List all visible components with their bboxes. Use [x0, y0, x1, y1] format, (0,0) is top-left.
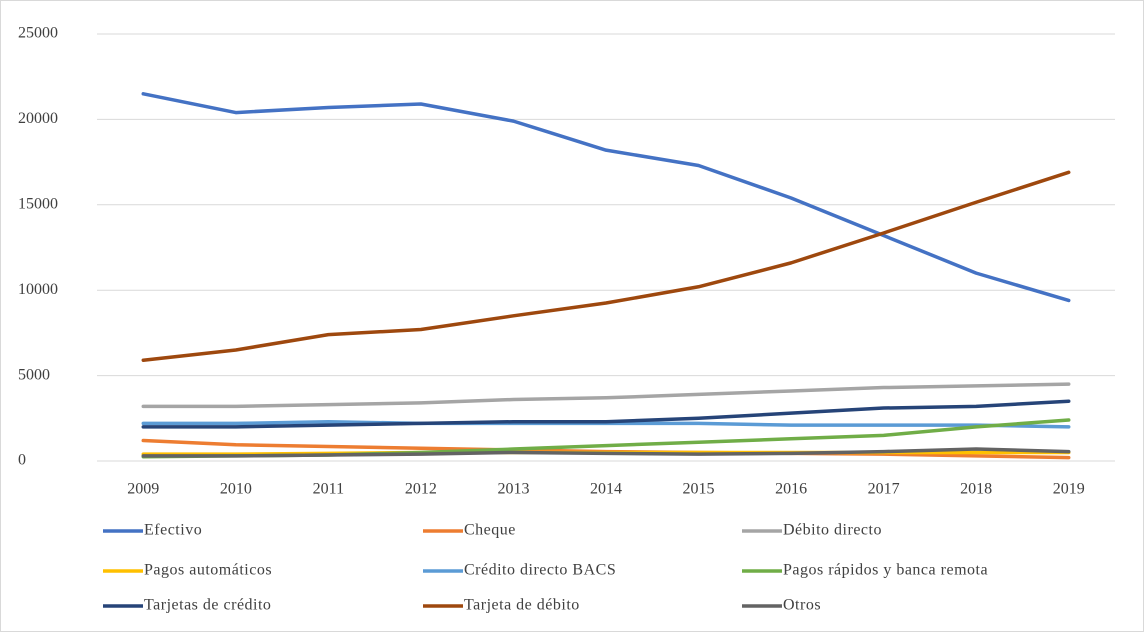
- legend-label: Tarjetas de crédito: [144, 597, 271, 614]
- x-tick-label: 2017: [868, 481, 900, 498]
- x-tick-label: 2012: [405, 481, 437, 498]
- legend-label: Efectivo: [144, 522, 202, 539]
- y-tick-label: 25000: [18, 25, 58, 42]
- y-tick-label: 0: [18, 452, 26, 469]
- legend-label: Otros: [783, 597, 821, 614]
- legend-label: Pagos rápidos y banca remota: [783, 562, 988, 579]
- x-tick-label: 2019: [1053, 481, 1085, 498]
- x-tick-label: 2015: [683, 481, 715, 498]
- series-line: [141, 92, 1071, 303]
- series-line: [141, 447, 1071, 458]
- x-tick-label: 2018: [960, 481, 992, 498]
- x-tick-label: 2011: [313, 481, 344, 498]
- x-tick-label: 2016: [775, 481, 807, 498]
- y-tick-label: 15000: [18, 195, 58, 212]
- x-tick-label: 2010: [220, 481, 252, 498]
- x-tick-label: 2009: [127, 481, 159, 498]
- legend-label: Crédito directo BACS: [464, 562, 616, 579]
- x-tick-label: 2014: [590, 481, 622, 498]
- legend-label: Cheque: [464, 522, 516, 539]
- y-tick-label: 10000: [18, 281, 58, 298]
- legend-label: Pagos automáticos: [144, 562, 272, 579]
- series-line: [141, 170, 1071, 362]
- series-line: [141, 382, 1071, 409]
- legend-label: Débito directo: [783, 522, 882, 539]
- series-line: [141, 399, 1071, 429]
- y-tick-label: 20000: [18, 110, 58, 127]
- legend-label: Tarjeta de débito: [464, 597, 580, 614]
- x-tick-label: 2013: [497, 481, 529, 498]
- y-tick-label: 5000: [18, 366, 50, 383]
